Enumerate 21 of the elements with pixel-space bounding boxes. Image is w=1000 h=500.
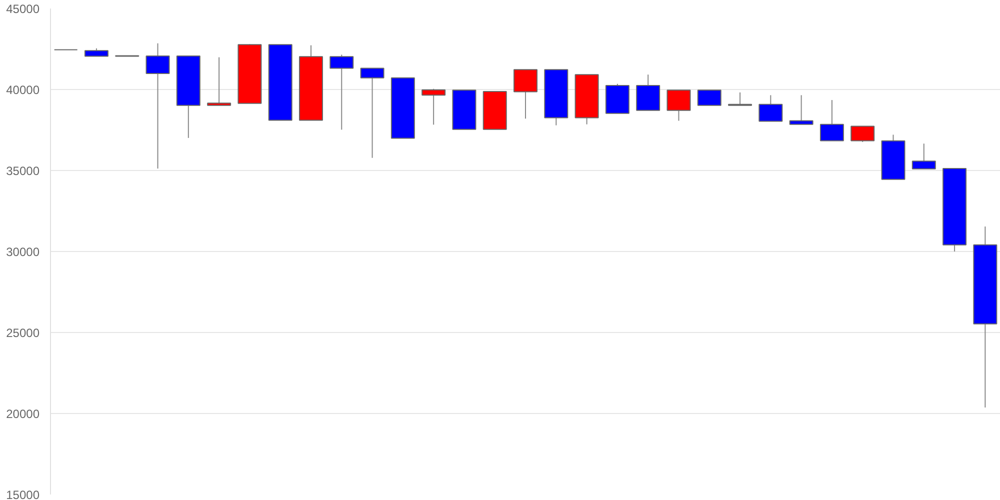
y-tick-label: 40000 [6, 83, 40, 97]
candlestick [146, 42, 170, 170]
y-tick-label: 25000 [6, 326, 40, 340]
candlestick [758, 94, 783, 122]
candlestick [728, 92, 752, 106]
candlestick [820, 100, 844, 142]
candlestick [422, 88, 446, 126]
y-tick-label: 15000 [6, 488, 40, 500]
candlestick [697, 90, 722, 106]
y-tick-label: 20000 [6, 407, 40, 421]
candlestick [514, 69, 538, 120]
candlestick [330, 54, 354, 130]
candlestick [850, 126, 875, 142]
candlestick [666, 90, 691, 122]
candlestick [789, 94, 814, 125]
candlestick [360, 68, 384, 158]
y-tick-label: 45000 [6, 2, 40, 16]
y-tick-label: 35000 [6, 164, 40, 178]
candlestick [912, 143, 936, 170]
y-tick-label: 30000 [6, 245, 40, 259]
candlestick [207, 56, 232, 106]
